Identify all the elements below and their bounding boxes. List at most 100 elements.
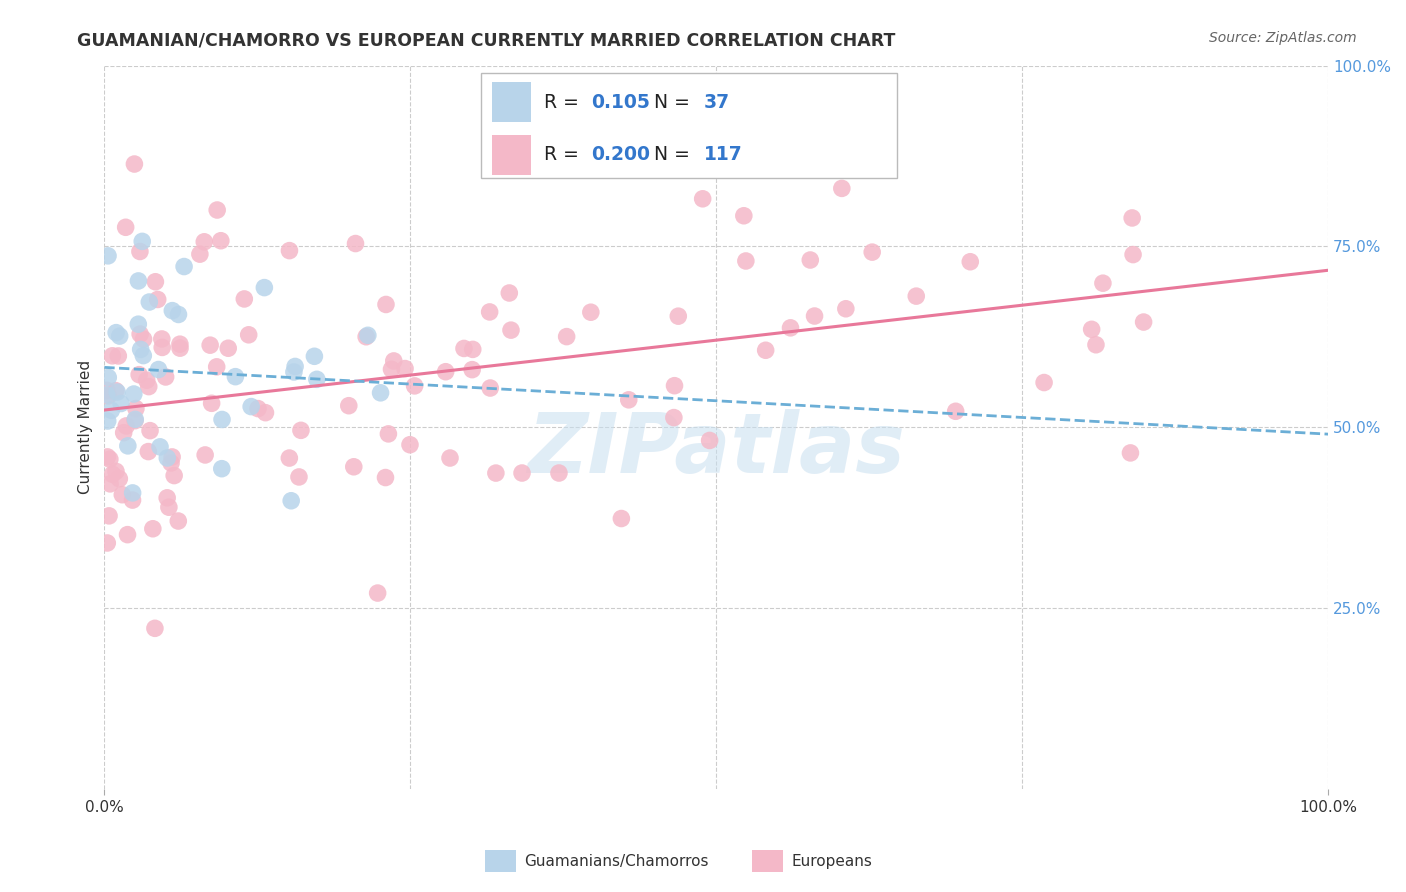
Point [132,349,155,363]
Point [860,245,883,260]
Point [610,511,633,525]
Point [254,406,277,420]
Text: R =: R = [544,93,585,112]
Point [122,387,145,401]
Point [692,192,714,206]
Text: 117: 117 [704,145,742,164]
Point [127,274,149,288]
Point [779,321,801,335]
Point [233,292,256,306]
Point [96,536,118,550]
Point [157,500,180,515]
Point [124,414,146,428]
Point [100,403,122,417]
Text: Source: ZipAtlas.com: Source: ZipAtlas.com [1209,31,1357,45]
Point [479,381,502,395]
Point [1080,322,1102,336]
Point [803,309,825,323]
Point [156,450,179,465]
Point [143,621,166,635]
Point [699,434,721,448]
Point [253,280,276,294]
FancyBboxPatch shape [481,73,897,178]
Point [664,378,686,392]
Point [160,456,183,470]
Point [380,362,402,376]
Point [734,254,756,268]
Point [112,425,135,440]
Point [1121,211,1143,225]
Point [945,404,967,418]
Point [343,459,366,474]
Point [138,295,160,310]
Point [115,418,138,433]
Point [247,401,270,416]
Point [280,493,302,508]
Point [367,586,389,600]
Point [97,370,120,384]
Point [1084,337,1107,351]
Point [485,466,508,480]
Point [905,289,928,303]
Point [129,327,152,342]
FancyBboxPatch shape [492,135,531,175]
Point [755,343,778,358]
Point [142,522,165,536]
Point [499,323,522,337]
Point [107,349,129,363]
Y-axis label: Currently Married: Currently Married [79,360,93,494]
Point [238,327,260,342]
Point [121,486,143,500]
Point [354,330,377,344]
Point [733,209,755,223]
Point [114,220,136,235]
Point [101,467,124,482]
Point [163,468,186,483]
Point [211,461,233,475]
Point [132,332,155,346]
Point [108,329,131,343]
Point [127,317,149,331]
Point [278,244,301,258]
Point [211,412,233,426]
Point [156,491,179,505]
Point [666,309,689,323]
Point [1091,276,1114,290]
Point [96,450,118,464]
Point [145,275,167,289]
Point [124,412,146,426]
Point [461,362,484,376]
Text: N =: N = [654,93,696,112]
Point [344,236,367,251]
Text: GUAMANIAN/CHAMORRO VS EUROPEAN CURRENTLY MARRIED CORRELATION CHART: GUAMANIAN/CHAMORRO VS EUROPEAN CURRENTLY… [77,31,896,49]
Point [959,254,981,268]
Point [1119,446,1142,460]
Point [169,341,191,355]
Point [377,426,399,441]
Point [146,293,169,307]
Point [305,372,328,386]
Point [835,301,858,316]
Point [193,235,215,249]
Point [205,202,228,217]
Text: Guamanians/Chamorros: Guamanians/Chamorros [524,855,709,869]
Point [129,244,152,259]
Point [209,234,232,248]
Point [167,308,190,322]
Point [617,392,640,407]
Point [101,349,124,363]
Point [290,423,312,437]
Point [105,326,128,340]
Point [111,488,134,502]
Point [288,470,311,484]
Point [498,285,520,300]
Point [198,338,221,352]
Point [150,332,173,346]
Point [131,235,153,249]
Point [579,305,602,319]
Point [188,247,211,261]
Point [1122,247,1144,261]
Point [129,343,152,357]
Point [217,341,239,355]
Point [97,414,120,428]
